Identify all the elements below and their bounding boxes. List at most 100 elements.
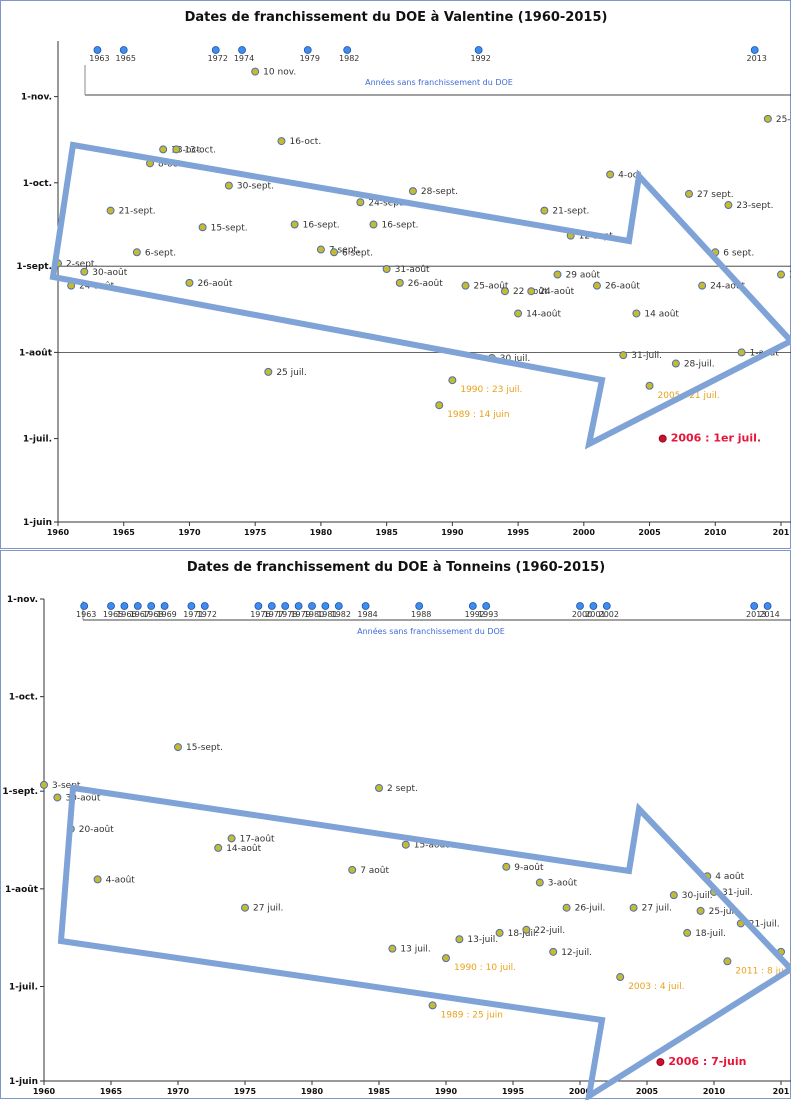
data-point bbox=[106, 206, 115, 215]
y-tick-label: 1-juin bbox=[23, 518, 52, 528]
data-point-label: 6-sept. bbox=[145, 248, 176, 258]
data-point bbox=[553, 270, 562, 279]
data-point bbox=[684, 189, 693, 198]
no-crossing-marker bbox=[763, 602, 772, 610]
data-point bbox=[737, 348, 746, 357]
no-crossing-year-label: 1980 bbox=[304, 610, 324, 619]
data-point bbox=[522, 925, 531, 934]
data-point-label: 13-oct. bbox=[184, 145, 216, 155]
data-point bbox=[435, 401, 444, 410]
data-point-label: 13-oct. bbox=[171, 145, 203, 155]
data-point bbox=[683, 928, 692, 937]
data-point bbox=[198, 223, 207, 232]
no-crossing-year-label: 1963 bbox=[76, 610, 96, 619]
no-crossing-marker bbox=[750, 46, 759, 54]
data-point-label: 30-juil. bbox=[682, 891, 713, 901]
data-point bbox=[696, 906, 705, 915]
y-tick-label: 1-sept. bbox=[16, 262, 52, 272]
no-crossing-year-label: 1993 bbox=[478, 610, 498, 619]
trend-arrow bbox=[49, 141, 791, 450]
data-point-label: 16-sept. bbox=[303, 221, 340, 231]
data-point-label: 16-oct. bbox=[289, 137, 321, 147]
no-crossing-year-label: 1992 bbox=[470, 54, 490, 63]
data-point bbox=[535, 878, 544, 887]
data-point bbox=[251, 67, 260, 76]
data-point-label: 30-août bbox=[789, 271, 791, 281]
no-crossing-year-label: 2013 bbox=[747, 54, 767, 63]
x-tick-label: 1990 bbox=[441, 528, 464, 537]
no-crossing-marker bbox=[474, 46, 483, 54]
x-tick-label: 2010 bbox=[703, 1087, 726, 1096]
no-crossing-marker bbox=[120, 602, 129, 610]
no-crossing-marker bbox=[80, 602, 89, 610]
data-point-label: 2006 : 7-juin bbox=[668, 1055, 746, 1068]
data-point bbox=[671, 359, 680, 368]
data-point-label: 15-sept. bbox=[186, 743, 223, 753]
data-point bbox=[777, 270, 785, 279]
no-crossing-marker bbox=[133, 602, 142, 610]
no-crossing-marker bbox=[343, 46, 352, 54]
no-crossing-year-label: 1988 bbox=[411, 610, 431, 619]
no-crossing-year-label: 1963 bbox=[89, 54, 109, 63]
no-crossing-marker bbox=[468, 602, 477, 610]
x-tick-label: 2000 bbox=[569, 1087, 592, 1096]
x-tick-label: 2010 bbox=[704, 528, 727, 537]
data-point bbox=[369, 220, 378, 229]
no-crossing-year-label: 1967 bbox=[130, 610, 150, 619]
data-point bbox=[514, 309, 523, 318]
data-point-label: 25-oct. bbox=[776, 115, 791, 125]
data-point-label: 26-août bbox=[408, 279, 443, 289]
data-point-label: 7 sept. bbox=[329, 246, 360, 256]
no-crossing-year-label: 1966 bbox=[116, 610, 136, 619]
no-crossing-year-label: 1984 bbox=[357, 610, 377, 619]
no-crossing-marker bbox=[750, 602, 759, 610]
data-point-label: 30 juil. bbox=[500, 354, 530, 364]
no-crossing-year-label: 2001 bbox=[585, 610, 605, 619]
x-tick-label: 1995 bbox=[502, 1087, 525, 1096]
data-point-label: 14-août bbox=[226, 844, 261, 854]
no-crossing-marker bbox=[334, 602, 343, 610]
x-tick-label: 2005 bbox=[636, 1087, 659, 1096]
data-point bbox=[549, 947, 558, 956]
data-point-label: 28-juil. bbox=[684, 360, 715, 370]
data-point-label: 1990 : 10 juil. bbox=[454, 963, 516, 973]
chart-title: Dates de franchissement du DOE à Valenti… bbox=[185, 10, 608, 25]
no-crossing-marker bbox=[160, 602, 169, 610]
no-crossing-year-label: 1981 bbox=[317, 610, 337, 619]
data-point-label: 9-août bbox=[514, 863, 544, 873]
data-point-label: 2015 : 11 juil. bbox=[789, 957, 791, 967]
no-crossing-marker bbox=[93, 46, 102, 54]
no-crossing-marker bbox=[107, 602, 115, 610]
data-point-label: 28-sept. bbox=[421, 187, 458, 197]
no-crossing-band-label: Années sans franchissement du DOE bbox=[357, 626, 505, 636]
chart-title: Dates de franchissement du DOE à Tonnein… bbox=[187, 560, 605, 575]
data-point bbox=[658, 434, 667, 443]
data-point-label: 25-août bbox=[474, 282, 509, 292]
data-point bbox=[616, 973, 625, 982]
no-crossing-marker bbox=[211, 46, 220, 54]
no-crossing-marker bbox=[415, 602, 424, 610]
data-point-label: 14-août bbox=[526, 309, 561, 319]
data-point bbox=[375, 784, 383, 793]
data-point bbox=[290, 220, 299, 229]
data-point-label: 23-sept. bbox=[736, 201, 773, 211]
no-crossing-year-label: 1979 bbox=[290, 610, 310, 619]
data-point-label: 24-sept. bbox=[368, 198, 405, 208]
data-point-label: 2006 : 1er juil. bbox=[671, 432, 761, 445]
data-point bbox=[395, 278, 404, 287]
data-point-label: 2003 : 4 juil. bbox=[628, 982, 684, 992]
y-tick-label: 1-oct. bbox=[9, 693, 38, 703]
x-tick-label: 2000 bbox=[573, 528, 596, 537]
data-point-label: 18-juil. bbox=[695, 929, 726, 939]
data-point bbox=[502, 862, 511, 871]
data-point bbox=[356, 198, 365, 207]
data-point bbox=[656, 1058, 665, 1067]
data-point bbox=[227, 834, 236, 843]
y-tick-label: 1-oct. bbox=[23, 179, 52, 189]
data-point bbox=[53, 793, 62, 802]
no-crossing-marker bbox=[576, 602, 584, 610]
data-point bbox=[388, 944, 397, 953]
data-point bbox=[495, 928, 504, 937]
x-tick-label: 201 bbox=[773, 528, 790, 537]
data-point bbox=[264, 367, 273, 376]
